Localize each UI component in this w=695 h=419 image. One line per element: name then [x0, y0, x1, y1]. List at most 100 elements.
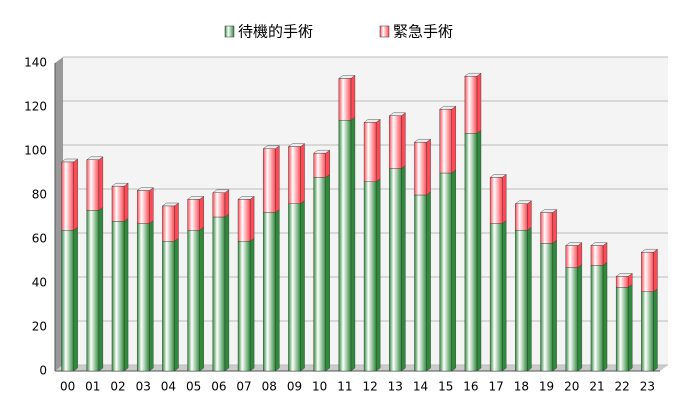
- bar-segment: [313, 149, 331, 178]
- bar-side: [73, 226, 78, 372]
- bar-face: [489, 177, 503, 224]
- floor: [55, 365, 668, 371]
- bar-face: [237, 240, 251, 372]
- bar-face: [86, 159, 100, 211]
- x-tick-label: 00: [60, 380, 75, 394]
- bar-segment: [565, 242, 583, 269]
- bar-face: [212, 216, 226, 372]
- bar-face: [641, 251, 654, 292]
- bar-face: [414, 141, 427, 196]
- bar-side: [375, 119, 381, 183]
- bar-segment: [313, 173, 331, 372]
- bar-segment: [161, 202, 180, 242]
- bar-segment: [186, 195, 205, 231]
- bar-segment: [413, 138, 432, 196]
- bar-segment: [413, 191, 432, 372]
- bar-side: [98, 156, 104, 211]
- y-tick-label: 0: [39, 364, 47, 378]
- bar-segment: [287, 200, 306, 372]
- bar-segment: [388, 165, 406, 372]
- bar-side: [451, 105, 456, 174]
- bar-side: [501, 173, 507, 225]
- bar-face: [363, 181, 377, 372]
- legend-label: 待機的手術: [238, 23, 313, 41]
- bar-side: [98, 206, 104, 372]
- bar-segment: [439, 169, 457, 372]
- legend-swatch: [224, 25, 235, 38]
- bar-face: [389, 115, 402, 169]
- bar-segment: [363, 178, 381, 372]
- legend: 待機的手術 緊急手術: [224, 23, 453, 41]
- bar-segment: [262, 209, 280, 372]
- bar-face: [162, 205, 175, 242]
- bar-side: [174, 202, 179, 242]
- bar-face: [489, 223, 503, 372]
- bar-side: [426, 191, 431, 372]
- bar-segment: [539, 209, 558, 244]
- bar-side: [199, 195, 204, 231]
- bar-side: [174, 237, 179, 372]
- bar-face: [288, 203, 301, 372]
- bar-face: [136, 223, 150, 372]
- x-tick-label: 01: [85, 380, 100, 394]
- bar-face: [338, 78, 352, 121]
- bar-side: [501, 220, 507, 372]
- x-tick-label: 21: [589, 380, 604, 394]
- bar-face: [111, 185, 125, 222]
- bar-side: [577, 264, 583, 372]
- bar-segment: [590, 261, 608, 372]
- x-tick-label: 20: [564, 380, 579, 394]
- x-tick-label: 17: [489, 380, 504, 394]
- bar-face: [86, 210, 100, 372]
- bar-side: [300, 200, 305, 372]
- bar-face: [237, 199, 251, 242]
- bar-side: [426, 138, 431, 196]
- bar-face: [615, 276, 629, 288]
- bar-face: [590, 245, 604, 266]
- bar-face: [263, 212, 276, 372]
- x-tick-label: 10: [312, 380, 327, 394]
- bar-face: [615, 287, 629, 372]
- bar-side: [149, 187, 154, 225]
- bar-segment: [590, 242, 608, 266]
- bar-side: [275, 209, 280, 372]
- x-tick-label: 23: [640, 380, 655, 394]
- bar-segment: [136, 220, 154, 372]
- bar-side: [552, 239, 557, 372]
- bar-face: [162, 240, 175, 372]
- y-tick-label: 80: [32, 188, 47, 202]
- bar-side: [401, 165, 406, 372]
- bar-side: [325, 173, 330, 372]
- x-tick-label: 14: [413, 380, 428, 394]
- bar-face: [187, 229, 200, 372]
- bar-face: [565, 245, 579, 268]
- bar-face: [313, 177, 326, 372]
- bar-segment: [615, 283, 633, 372]
- bar-segment: [640, 248, 659, 293]
- bar-segment: [565, 264, 583, 372]
- x-tick-label: 07: [236, 380, 251, 394]
- bar-face: [338, 119, 352, 372]
- bar-side: [602, 242, 608, 266]
- y-tick-label: 140: [24, 56, 47, 70]
- bar-face: [464, 133, 478, 372]
- bar-face: [641, 291, 654, 372]
- x-tick-label: 16: [463, 380, 478, 394]
- bar-side: [249, 195, 255, 242]
- bar-side: [451, 169, 456, 372]
- y-tick-label: 100: [24, 144, 47, 158]
- bar-segment: [388, 112, 406, 170]
- legend-label: 緊急手術: [393, 23, 453, 41]
- x-tick-label: 06: [211, 380, 226, 394]
- legend-swatch: [379, 25, 390, 38]
- bar-side: [527, 200, 532, 231]
- bar-segment: [212, 189, 230, 218]
- bar-side: [602, 261, 608, 372]
- bar-face: [439, 172, 452, 372]
- x-tick-label: 11: [337, 380, 352, 394]
- bar-segment: [186, 226, 205, 372]
- bar-segment: [86, 156, 104, 211]
- x-tick-label: 19: [539, 380, 554, 394]
- bar-segment: [287, 143, 306, 205]
- bar-side: [149, 220, 154, 372]
